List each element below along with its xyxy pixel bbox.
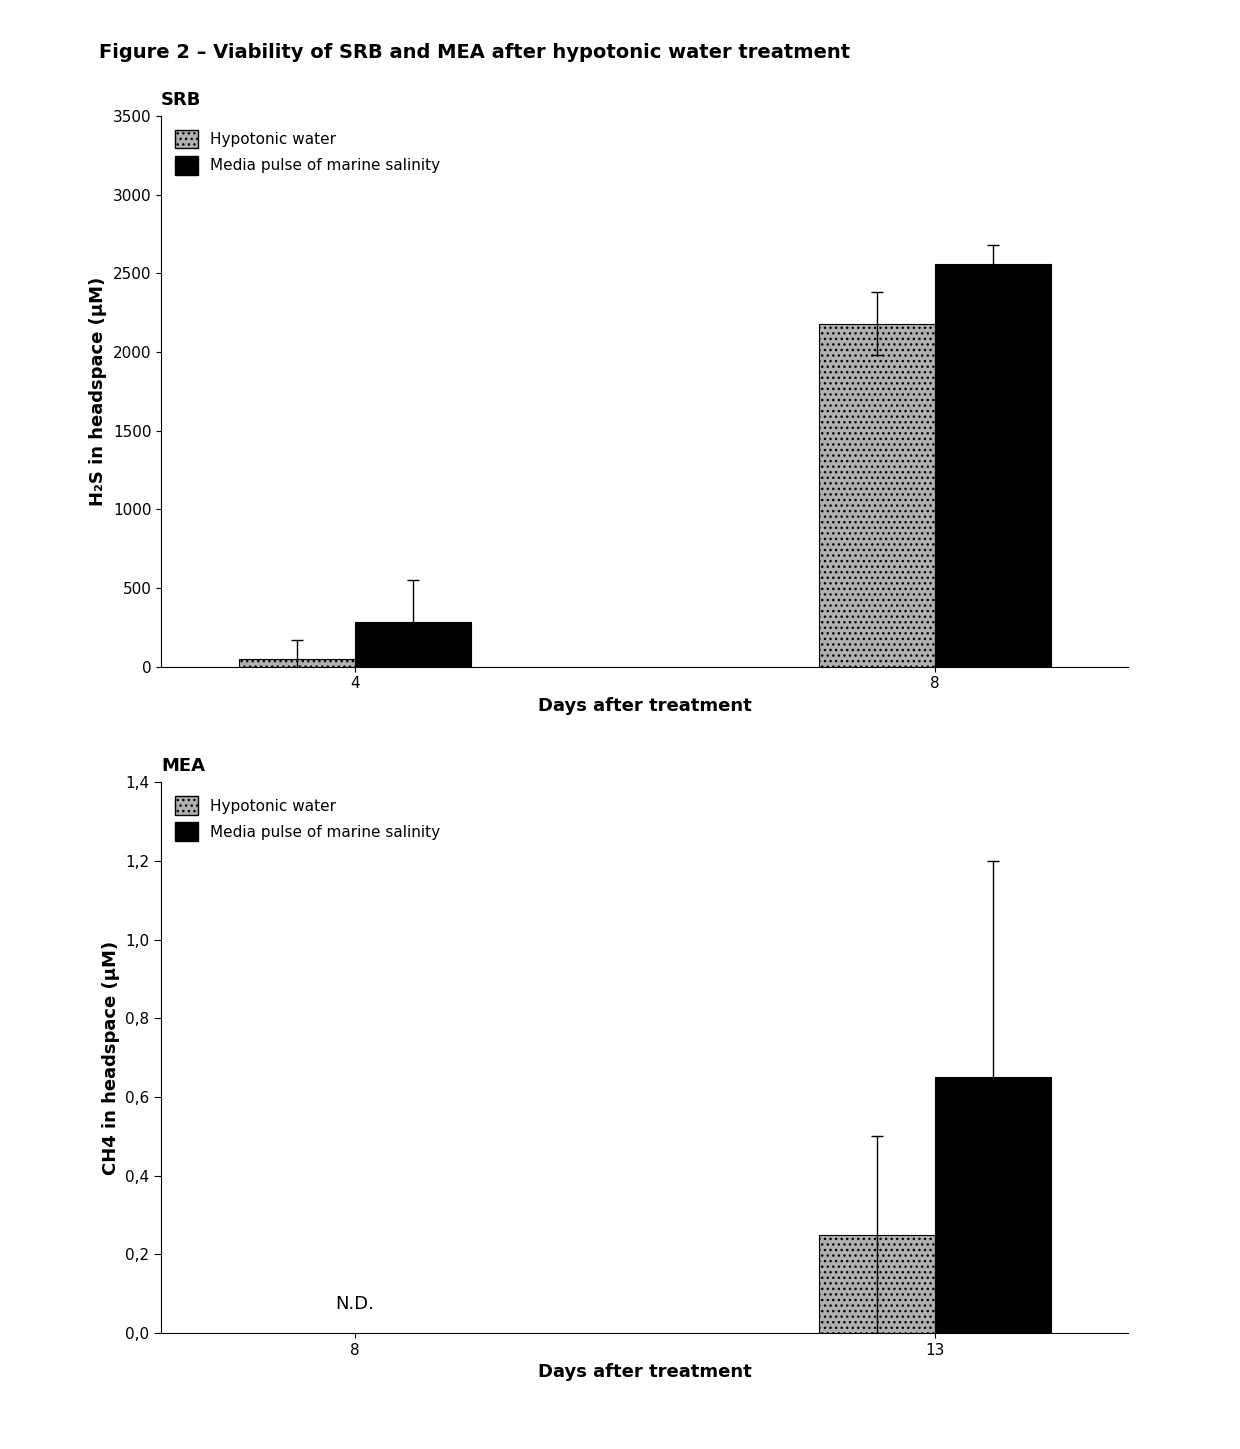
Bar	[355, 623, 471, 667]
Y-axis label: CH4 in headspace (µM): CH4 in headspace (µM)	[102, 940, 119, 1175]
Text: MEA: MEA	[161, 758, 205, 775]
X-axis label: Days after treatment: Days after treatment	[538, 1364, 751, 1381]
Bar	[935, 264, 1052, 667]
Bar	[238, 659, 355, 667]
Text: SRB: SRB	[161, 91, 202, 109]
Bar	[818, 323, 935, 667]
Legend: Hypotonic water, Media pulse of marine salinity: Hypotonic water, Media pulse of marine s…	[169, 123, 446, 181]
Bar	[935, 1078, 1052, 1333]
Legend: Hypotonic water, Media pulse of marine salinity: Hypotonic water, Media pulse of marine s…	[169, 790, 446, 848]
Text: Figure 2 – Viability of SRB and MEA after hypotonic water treatment: Figure 2 – Viability of SRB and MEA afte…	[99, 43, 851, 62]
X-axis label: Days after treatment: Days after treatment	[538, 697, 751, 714]
Y-axis label: H₂S in headspace (µM): H₂S in headspace (µM)	[89, 277, 108, 506]
Text: N.D.: N.D.	[335, 1295, 374, 1313]
Bar	[818, 1235, 935, 1333]
